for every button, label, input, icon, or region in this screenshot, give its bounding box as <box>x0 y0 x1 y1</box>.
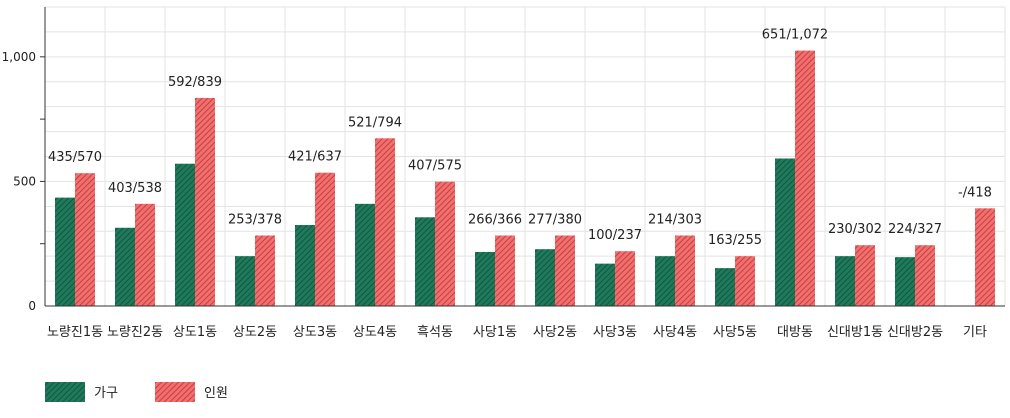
bar-households-10 <box>655 256 675 306</box>
bar-households-8 <box>535 249 555 306</box>
bar-persons-6 <box>435 181 455 306</box>
data-label: 266/366 <box>468 212 522 227</box>
data-label: 277/380 <box>528 212 582 227</box>
data-label: -/418 <box>958 185 992 200</box>
data-label: 521/794 <box>348 115 402 130</box>
bar-persons-5 <box>375 138 395 306</box>
bar-households-3 <box>235 256 255 306</box>
bar-persons-9 <box>615 251 635 306</box>
axes: 0 500 1,000 노량진1동 노량진2동 상도1동 상도2동 상도3동 상도4동 흑석동 사당… <box>2 7 1005 340</box>
x-tick-label: 사당4동 <box>653 325 697 340</box>
x-tick-label: 노량진2동 <box>107 325 163 340</box>
legend-label: 가구 <box>94 386 118 401</box>
x-tick-label: 신대방1동 <box>827 325 883 340</box>
x-tick-label: 사당2동 <box>533 325 577 340</box>
data-label: 407/575 <box>408 159 462 174</box>
y-tick-label: 500 <box>13 174 36 188</box>
bar-persons-10 <box>675 235 695 306</box>
bar-households-7 <box>475 251 495 306</box>
legend-swatch-households <box>45 382 85 402</box>
bar-households-9 <box>595 263 615 306</box>
bar-series <box>55 50 995 306</box>
data-labels: 435/570 403/538 592/839 253/378 421/637 521/7… <box>48 28 992 249</box>
y-tick-label: 0 <box>28 299 36 313</box>
x-tick-label: 사당1동 <box>473 325 517 340</box>
data-label: 230/302 <box>828 222 882 237</box>
bar-persons-13 <box>855 245 875 306</box>
x-tick-label: 신대방2동 <box>887 325 943 340</box>
data-label: 651/1,072 <box>762 28 828 43</box>
bar-persons-2 <box>195 97 215 306</box>
bar-households-2 <box>175 163 195 306</box>
bar-households-4 <box>295 225 315 306</box>
data-label: 224/327 <box>888 222 942 237</box>
bar-persons-4 <box>315 172 335 306</box>
bar-households-1 <box>115 227 135 306</box>
bar-households-5 <box>355 203 375 306</box>
bar-persons-0 <box>75 173 95 306</box>
x-tick-label: 상도3동 <box>293 325 337 340</box>
data-label: 592/839 <box>168 75 222 90</box>
bar-households-13 <box>835 256 855 306</box>
data-label: 100/237 <box>588 228 642 243</box>
x-tick-label: 사당5동 <box>713 325 757 340</box>
bar-persons-14 <box>915 245 935 306</box>
x-tick-label: 상도1동 <box>173 325 217 340</box>
bar-persons-3 <box>255 235 275 306</box>
legend: 가구 인원 <box>45 382 228 402</box>
x-tick-label: 흑석동 <box>417 325 453 340</box>
legend-swatch-persons <box>155 382 195 402</box>
y-tick-label: 1,000 <box>2 50 36 64</box>
data-label: 163/255 <box>708 233 762 248</box>
x-tick-label: 상도2동 <box>233 325 277 340</box>
legend-label: 인원 <box>204 386 228 401</box>
data-label: 403/538 <box>108 181 162 196</box>
bar-persons-15 <box>975 208 995 306</box>
x-tick-label: 사당3동 <box>593 325 637 340</box>
bar-persons-1 <box>135 203 155 306</box>
bar-persons-7 <box>495 235 515 306</box>
x-tick-label: 노량진1동 <box>47 325 103 340</box>
data-label: 214/303 <box>648 212 702 227</box>
bar-households-6 <box>415 217 435 306</box>
bar-persons-8 <box>555 235 575 306</box>
bar-households-11 <box>715 268 735 306</box>
bar-households-14 <box>895 257 915 306</box>
bar-households-12 <box>775 158 795 306</box>
bar-persons-11 <box>735 256 755 306</box>
bar-households-0 <box>55 197 75 306</box>
data-label: 421/637 <box>288 150 342 165</box>
data-label: 435/570 <box>48 150 102 165</box>
x-tick-label: 상도4동 <box>353 325 397 340</box>
x-tick-label: 대방동 <box>777 325 813 340</box>
data-label: 253/378 <box>228 212 282 227</box>
bar-persons-12 <box>795 50 815 306</box>
x-tick-label: 기타 <box>963 325 987 340</box>
